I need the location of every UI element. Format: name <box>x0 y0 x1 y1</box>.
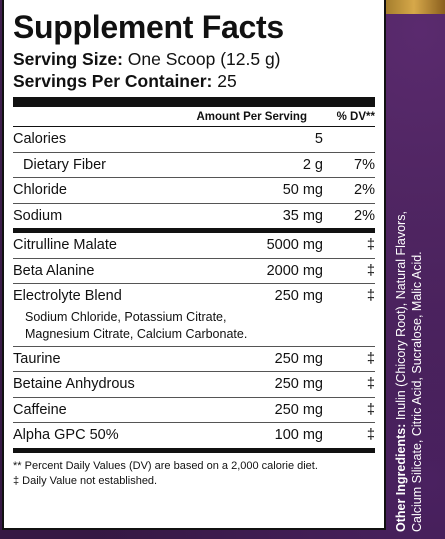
blend-detail: Sodium Chloride, Potassium Citrate, Magn… <box>13 309 375 347</box>
servings-label: Servings Per Container: <box>13 71 213 91</box>
nutrient-name: Chloride <box>13 182 67 199</box>
nutrient-amount: 50 mg <box>282 182 323 199</box>
ingredient-row: Electrolyte Blend 250 mg ‡ <box>13 284 375 309</box>
nutrient-dv: 2% <box>354 182 375 199</box>
ingredient-amount: 5000 mg <box>266 237 323 254</box>
serving-size-label: Serving Size: <box>13 49 123 69</box>
ingredient-name: Caffeine <box>13 401 67 418</box>
other-ingredients-label: Other Ingredients: <box>394 423 408 532</box>
supplement-facts-panel: Supplement Facts Serving Size: One Scoop… <box>2 0 386 530</box>
ingredient-dv: ‡ <box>366 350 375 367</box>
ingredient-name: Electrolyte Blend <box>13 288 122 305</box>
nutrient-row: Chloride 50 mg 2% <box>13 178 375 204</box>
other-ingredients-line2: Calcium Silicate, Citric Acid, Sucralose… <box>409 251 424 532</box>
panel-title: Supplement Facts <box>13 9 284 45</box>
nutrient-row: Dietary Fiber 2 g 7% <box>13 153 375 178</box>
ingredient-dv: ‡ <box>366 427 375 444</box>
other-ingredients: Other Ingredients: Inulin (Chicory Root)… <box>394 52 438 532</box>
ingredient-name: Taurine <box>13 350 61 367</box>
ingredient-dv: ‡ <box>366 376 375 393</box>
nutrient-amount: 5 <box>314 131 323 148</box>
ingredient-name: Beta Alanine <box>13 262 95 279</box>
ingredient-amount: 250 mg <box>274 288 323 305</box>
ingredient-dv: ‡ <box>366 401 375 418</box>
footnotes: ** Percent Daily Values (DV) are based o… <box>13 459 375 489</box>
nutrient-row: Sodium 35 mg 2% <box>13 204 375 233</box>
ingredient-name: Betaine Anhydrous <box>13 376 135 393</box>
ingredient-amount: 2000 mg <box>266 262 323 279</box>
dv-header: % DV** <box>336 110 375 123</box>
divider-thick <box>13 97 375 107</box>
nutrient-dv: 7% <box>354 156 375 173</box>
gold-accent-strip <box>383 0 445 14</box>
nutrient-amount: 35 mg <box>282 207 323 224</box>
ingredient-dv: ‡ <box>366 288 375 305</box>
nutrient-dv: 2% <box>354 207 375 224</box>
ingredient-name: Alpha GPC 50% <box>13 427 119 444</box>
blend-detail-line: Magnesium Citrate, Calcium Carbonate. <box>25 326 248 341</box>
column-header: Amount Per Serving % DV** <box>13 107 375 127</box>
ingredient-row: Betaine Anhydrous 250 mg ‡ <box>13 372 375 398</box>
amount-per-serving-header: Amount Per Serving <box>196 110 307 123</box>
ingredient-amount: 100 mg <box>274 427 323 444</box>
ingredient-row: Beta Alanine 2000 mg ‡ <box>13 259 375 284</box>
serving-size-value: One Scoop (12.5 g) <box>122 49 281 69</box>
serving-size: Serving Size: One Scoop (12.5 g) <box>13 49 375 70</box>
nutrient-name: Dietary Fiber <box>23 156 106 173</box>
nutrient-row: Calories 5 <box>13 127 375 153</box>
nutrient-name: Sodium <box>13 207 63 224</box>
ingredient-amount: 250 mg <box>274 376 323 393</box>
ingredient-name: Citrulline Malate <box>13 237 117 254</box>
nutrient-name: Calories <box>13 131 67 148</box>
ingredient-dv: ‡ <box>366 237 375 254</box>
ingredient-row: Caffeine 250 mg ‡ <box>13 398 375 423</box>
other-ingredients-line1: Other Ingredients: Inulin (Chicory Root)… <box>394 52 410 532</box>
other-ingredients-text: Inulin (Chicory Root), Natural Flavors, <box>394 211 408 424</box>
ingredient-amount: 250 mg <box>274 401 323 418</box>
ingredient-dv: ‡ <box>366 262 375 279</box>
servings-per-container: Servings Per Container: 25 <box>13 71 375 92</box>
dv-footnote: ** Percent Daily Values (DV) are based o… <box>13 459 318 472</box>
ingredient-row: Citrulline Malate 5000 mg ‡ <box>13 233 375 259</box>
blend-detail-line: Sodium Chloride, Potassium Citrate, <box>25 309 227 324</box>
nutrient-amount: 2 g <box>302 156 323 173</box>
servings-value: 25 <box>212 71 237 91</box>
ingredient-row: Taurine 250 mg ‡ <box>13 347 375 372</box>
ingredient-row: Alpha GPC 50% 100 mg ‡ <box>13 423 375 453</box>
not-established-footnote: ‡ Daily Value not established. <box>13 474 158 487</box>
ingredient-amount: 250 mg <box>274 350 323 367</box>
